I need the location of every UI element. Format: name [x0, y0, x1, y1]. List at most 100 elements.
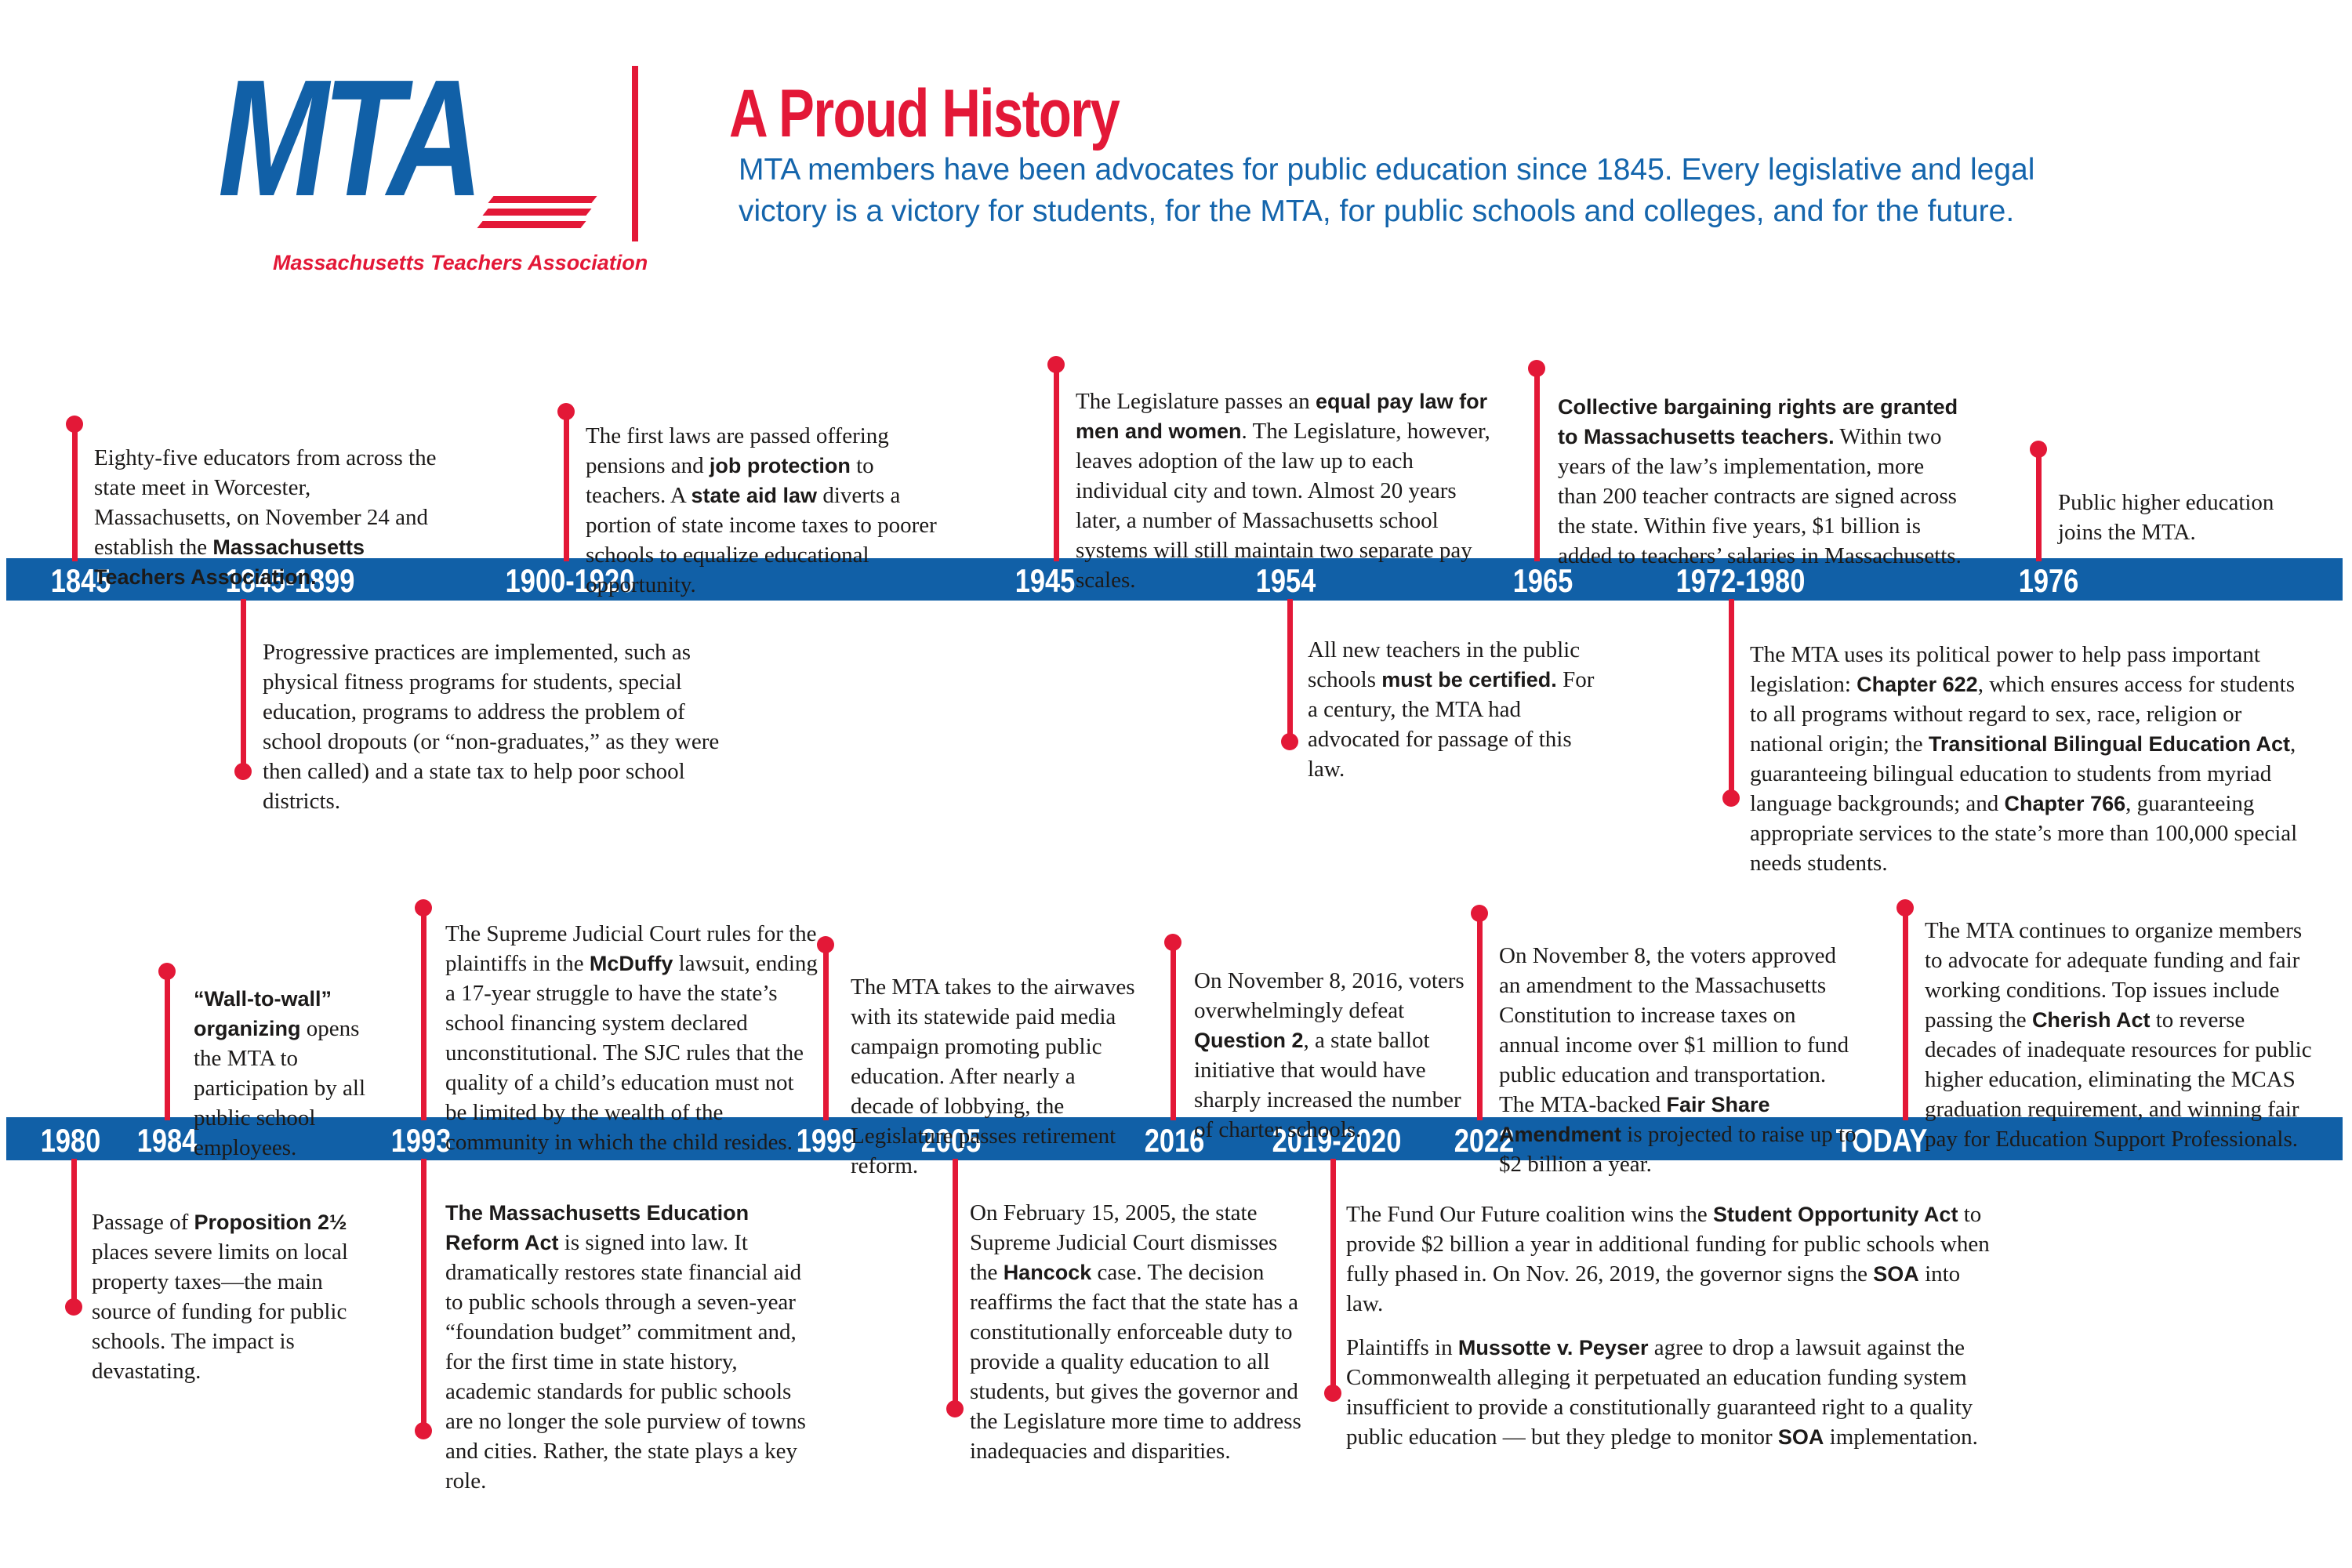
- event-1965-stem: [1534, 368, 1540, 561]
- text-run: Passage of: [92, 1210, 194, 1235]
- event-1954-paragraph: All new teachers in the public schools m…: [1308, 635, 1610, 784]
- event-1845-stem: [71, 424, 78, 561]
- logo-stripe-icon: [488, 196, 597, 203]
- text-run: opens the MTA to participation by all pu…: [194, 1016, 366, 1160]
- event-1980-text: Passage of Proposition 2½ places severe …: [92, 1207, 378, 1386]
- year-label-1845: 1845: [50, 562, 111, 599]
- year-label-2016: 2016: [1144, 1121, 1205, 1159]
- event-1900-1920-dot: [557, 403, 575, 420]
- event-1900-1920-stem: [563, 412, 569, 561]
- text-run: agree to drop a lawsuit against the Comm…: [1346, 1335, 1973, 1450]
- event-1945-text: The Legislature passes an equal pay law …: [1076, 387, 1503, 595]
- event-1954-stem: [1287, 599, 1293, 742]
- text-run: Eighty-five educators from across the st…: [94, 445, 437, 560]
- text-run: lawsuit, ending a 17-year struggle to ha…: [445, 951, 818, 1155]
- event-2005-dot: [946, 1400, 964, 1417]
- event-2016-dot: [1164, 934, 1181, 951]
- event-1945-dot: [1047, 356, 1065, 373]
- event-1993-paragraph: The Supreme Judicial Court rules for the…: [445, 919, 818, 1157]
- year-label-2005: 2005: [920, 1121, 982, 1159]
- bold-run: Massachusetts Teachers Association.: [94, 535, 365, 589]
- text-run: , a state ballot initiative that would h…: [1194, 1028, 1461, 1142]
- bold-run: Question 2: [1194, 1029, 1304, 1052]
- event-2019-2020-stem: [1330, 1159, 1336, 1393]
- text-run: implementation.: [1824, 1425, 1978, 1450]
- event-1984-dot: [158, 963, 176, 980]
- text-run: The MTA continues to organize members to…: [1925, 918, 2303, 1033]
- year-label-1954: 1954: [1255, 562, 1316, 599]
- event-1993b-dot: [415, 1422, 432, 1439]
- event-1999-stem: [822, 945, 829, 1120]
- event-1900-1920-text: The first laws are passed offering pensi…: [586, 421, 946, 600]
- bold-run: Student Opportunity Act: [1712, 1203, 1958, 1226]
- header-divider: [632, 66, 638, 241]
- event-today-stem: [1902, 908, 1908, 1120]
- event-1980-dot: [65, 1298, 82, 1316]
- event-today-paragraph: The MTA continues to organize members to…: [1925, 916, 2313, 1154]
- event-1972-1980-dot: [1722, 789, 1740, 807]
- bold-run: Mussotte v. Peyser: [1457, 1336, 1649, 1359]
- text-run: Within two years of the law’s implementa…: [1558, 424, 1962, 568]
- text-run: , which ensures access for students to a…: [1750, 672, 2295, 757]
- event-1965-paragraph: Collective bargaining rights are granted…: [1558, 392, 1965, 571]
- event-1993-text: The Supreme Judicial Court rules for the…: [445, 919, 818, 1157]
- text-run: Public higher education joins the MTA.: [2058, 490, 2274, 545]
- event-1976-dot: [2030, 441, 2047, 458]
- year-label-1980: 1980: [40, 1121, 101, 1159]
- text-run: On November 8, 2016, voters overwhelming…: [1194, 968, 1465, 1023]
- event-1972-1980-paragraph: The MTA uses its political power to help…: [1750, 640, 2310, 878]
- year-label-today: TODAY: [1835, 1121, 1928, 1159]
- event-1945-stem: [1053, 365, 1059, 561]
- mta-logo-name: Massachusetts Teachers Association: [273, 251, 648, 274]
- event-2019-2020-paragraph: The Fund Our Future coalition wins the S…: [1346, 1200, 2001, 1319]
- text-run: , guaranteeing bilingual education to st…: [1750, 731, 2296, 816]
- year-label-1900-1920: 1900-1920: [505, 562, 635, 599]
- event-1984-text: “Wall-to-wall” organizing opens the MTA …: [194, 984, 390, 1163]
- bold-run: Transitional Bilingual Education Act: [1928, 732, 2290, 756]
- text-run: The MTA uses its political power to help…: [1750, 642, 2260, 697]
- year-label-1976: 1976: [2018, 562, 2079, 599]
- event-1972-1980-stem: [1728, 599, 1734, 798]
- event-1845-1899-stem: [240, 599, 246, 771]
- event-1965-text: Collective bargaining rights are granted…: [1558, 392, 1965, 571]
- timeline-bar-2: [6, 1117, 2343, 1160]
- text-run: Progressive practices are implemented, s…: [263, 640, 720, 814]
- timeline-bar-1: [6, 558, 2343, 601]
- text-run: to provide $2 billion a year in addition…: [1346, 1202, 1990, 1287]
- event-1965-dot: [1528, 360, 1545, 377]
- mta-logo-acronym: MTA: [218, 45, 484, 230]
- year-label-2022: 2022: [1454, 1121, 1515, 1159]
- event-1976-stem: [2035, 449, 2042, 561]
- bold-run: Chapter 766: [2004, 792, 2126, 815]
- bold-run: Hancock: [1003, 1261, 1092, 1284]
- year-label-1984: 1984: [136, 1121, 198, 1159]
- bold-run: equal pay law for men and women: [1076, 390, 1488, 443]
- event-1945-paragraph: The Legislature passes an equal pay law …: [1076, 387, 1503, 595]
- page-subtitle: MTA members have been advocates for publ…: [739, 153, 2035, 228]
- bold-run: SOA: [1873, 1262, 1919, 1286]
- year-label-1972-1980: 1972-1980: [1675, 562, 1806, 599]
- event-1972-1980-text: The MTA uses its political power to help…: [1750, 640, 2310, 878]
- event-1900-1920-paragraph: The first laws are passed offering pensi…: [586, 421, 946, 600]
- event-1993-stem: [420, 908, 426, 1120]
- event-2022-stem: [1476, 913, 1483, 1120]
- text-run: On February 15, 2005, the state Supreme …: [970, 1200, 1278, 1285]
- event-1845-1899-dot: [234, 763, 252, 780]
- text-run: For a century, the MTA had advocated for…: [1308, 667, 1595, 782]
- event-today-dot: [1896, 899, 1914, 916]
- event-2022-paragraph: On November 8, the voters approved an am…: [1499, 941, 1860, 1179]
- event-1976-paragraph: Public higher education joins the MTA.: [2058, 488, 2293, 547]
- year-label-1845-1899: 1845-1899: [225, 562, 355, 599]
- event-1845-1899-text: Progressive practices are implemented, s…: [263, 637, 741, 816]
- year-label-2019-2020: 2019-2020: [1272, 1121, 1402, 1159]
- bold-run: The Massachusetts Education Reform Act: [445, 1201, 750, 1254]
- event-2005-text: On February 15, 2005, the state Supreme …: [970, 1198, 1307, 1466]
- event-2019-2020-paragraph: Plaintiffs in Mussotte v. Peyser agree t…: [1346, 1333, 2001, 1452]
- bold-run: Fair Share Amendment: [1499, 1093, 1770, 1146]
- year-label-1965: 1965: [1512, 562, 1573, 599]
- event-2016-paragraph: On November 8, 2016, voters overwhelming…: [1194, 966, 1465, 1145]
- event-today-text: The MTA continues to organize members to…: [1925, 916, 2313, 1154]
- text-run: The Supreme Judicial Court rules for the…: [445, 921, 817, 976]
- event-1984-stem: [164, 971, 170, 1120]
